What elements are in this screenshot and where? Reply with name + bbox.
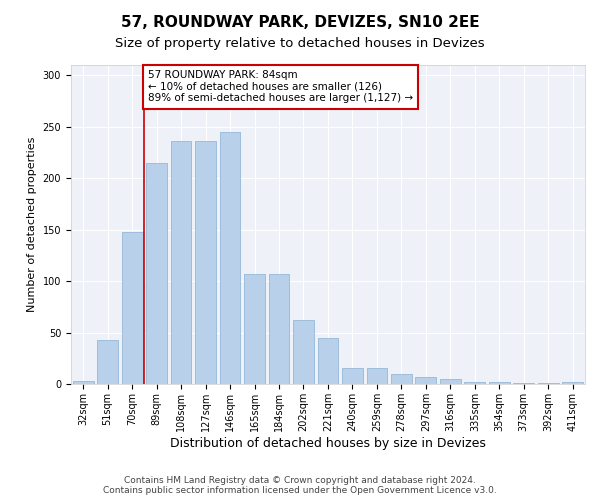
Bar (269, 274, 289, 384)
Bar (170, 142, 191, 384)
Bar (391, 374, 412, 384)
Bar (440, 380, 461, 384)
Bar (244, 274, 265, 384)
Bar (122, 232, 143, 384)
Bar (367, 368, 388, 384)
Bar (317, 338, 338, 384)
Text: Size of property relative to detached houses in Devizes: Size of property relative to detached ho… (115, 38, 485, 51)
Bar (489, 382, 510, 384)
Y-axis label: Number of detached properties: Number of detached properties (27, 137, 37, 312)
Bar (464, 382, 485, 384)
Bar (146, 163, 167, 384)
Bar (293, 320, 314, 384)
Text: 57 ROUNDWAY PARK: 84sqm
← 10% of detached houses are smaller (126)
89% of semi-d: 57 ROUNDWAY PARK: 84sqm ← 10% of detache… (148, 70, 413, 103)
Text: 57, ROUNDWAY PARK, DEVIZES, SN10 2EE: 57, ROUNDWAY PARK, DEVIZES, SN10 2EE (121, 15, 479, 30)
Bar (195, 142, 216, 384)
Bar (97, 340, 118, 384)
Bar (73, 382, 94, 384)
Bar (220, 132, 241, 384)
Text: Contains HM Land Registry data © Crown copyright and database right 2024.
Contai: Contains HM Land Registry data © Crown c… (103, 476, 497, 495)
Bar (342, 368, 363, 384)
X-axis label: Distribution of detached houses by size in Devizes: Distribution of detached houses by size … (170, 437, 486, 450)
Bar (562, 382, 583, 384)
Bar (415, 377, 436, 384)
